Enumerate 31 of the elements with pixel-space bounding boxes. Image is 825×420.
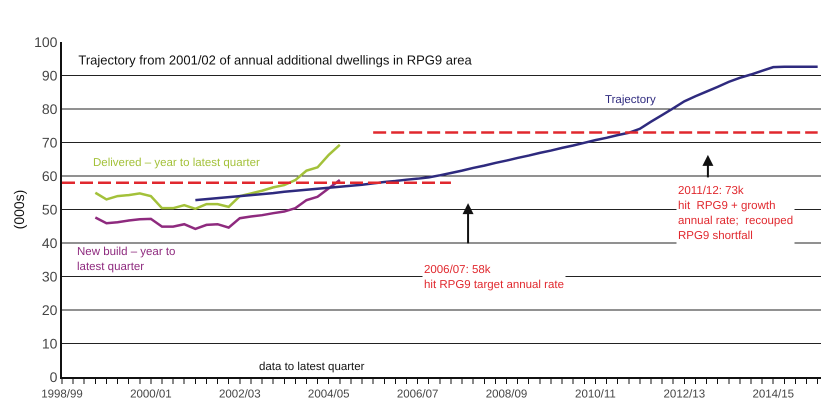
y-tick-label: 0 bbox=[50, 368, 58, 385]
x-tick-label: 2006/07 bbox=[396, 388, 438, 401]
x-tick-label: 2002/03 bbox=[219, 388, 261, 401]
x-tick-label: 2008/09 bbox=[486, 388, 528, 401]
text: Trajectory from 2001/02 of annual additional dwellings in RPG9 area bbox=[78, 52, 472, 68]
y-tick-label: 10 bbox=[42, 335, 58, 352]
series-label: Trajectory bbox=[605, 94, 656, 106]
annotation: 2006/07: 58k hit RPG9 target annual rate bbox=[424, 264, 564, 291]
x-tick-label: 2004/05 bbox=[308, 388, 350, 401]
x-tick-label: 1998/99 bbox=[41, 388, 83, 401]
y-tick-label: 80 bbox=[42, 100, 58, 117]
x-tick-label: 2000/01 bbox=[130, 388, 172, 401]
y-tick-label: 70 bbox=[42, 134, 58, 150]
y-tick-label: 40 bbox=[42, 234, 58, 251]
line-series bbox=[194, 66, 819, 202]
series-label: Delivered – year to latest quarter bbox=[93, 157, 260, 169]
series-label: New build – year to latest quarter bbox=[77, 246, 176, 273]
y-tick-label: 20 bbox=[42, 302, 58, 318]
y-tick-label: 60 bbox=[42, 168, 58, 184]
line-series bbox=[94, 144, 342, 210]
y-tick-label: 90 bbox=[42, 67, 58, 84]
annotation: data to latest quarter bbox=[259, 361, 365, 373]
x-tick-label: 2012/13 bbox=[664, 388, 706, 401]
y-tick-label: 50 bbox=[42, 201, 58, 218]
annotation: 2011/12: 73k hit RPG9 + growth annual rate; recouped RPG9 shortfall bbox=[678, 185, 794, 242]
line-series bbox=[94, 178, 342, 230]
y-axis-title: (000s) bbox=[11, 190, 28, 230]
y-tick-label: 100 bbox=[34, 34, 58, 50]
y-tick-label: 30 bbox=[42, 268, 58, 284]
x-tick-label: 2010/11 bbox=[575, 388, 616, 401]
x-tick-label: 2014/15 bbox=[752, 388, 794, 401]
